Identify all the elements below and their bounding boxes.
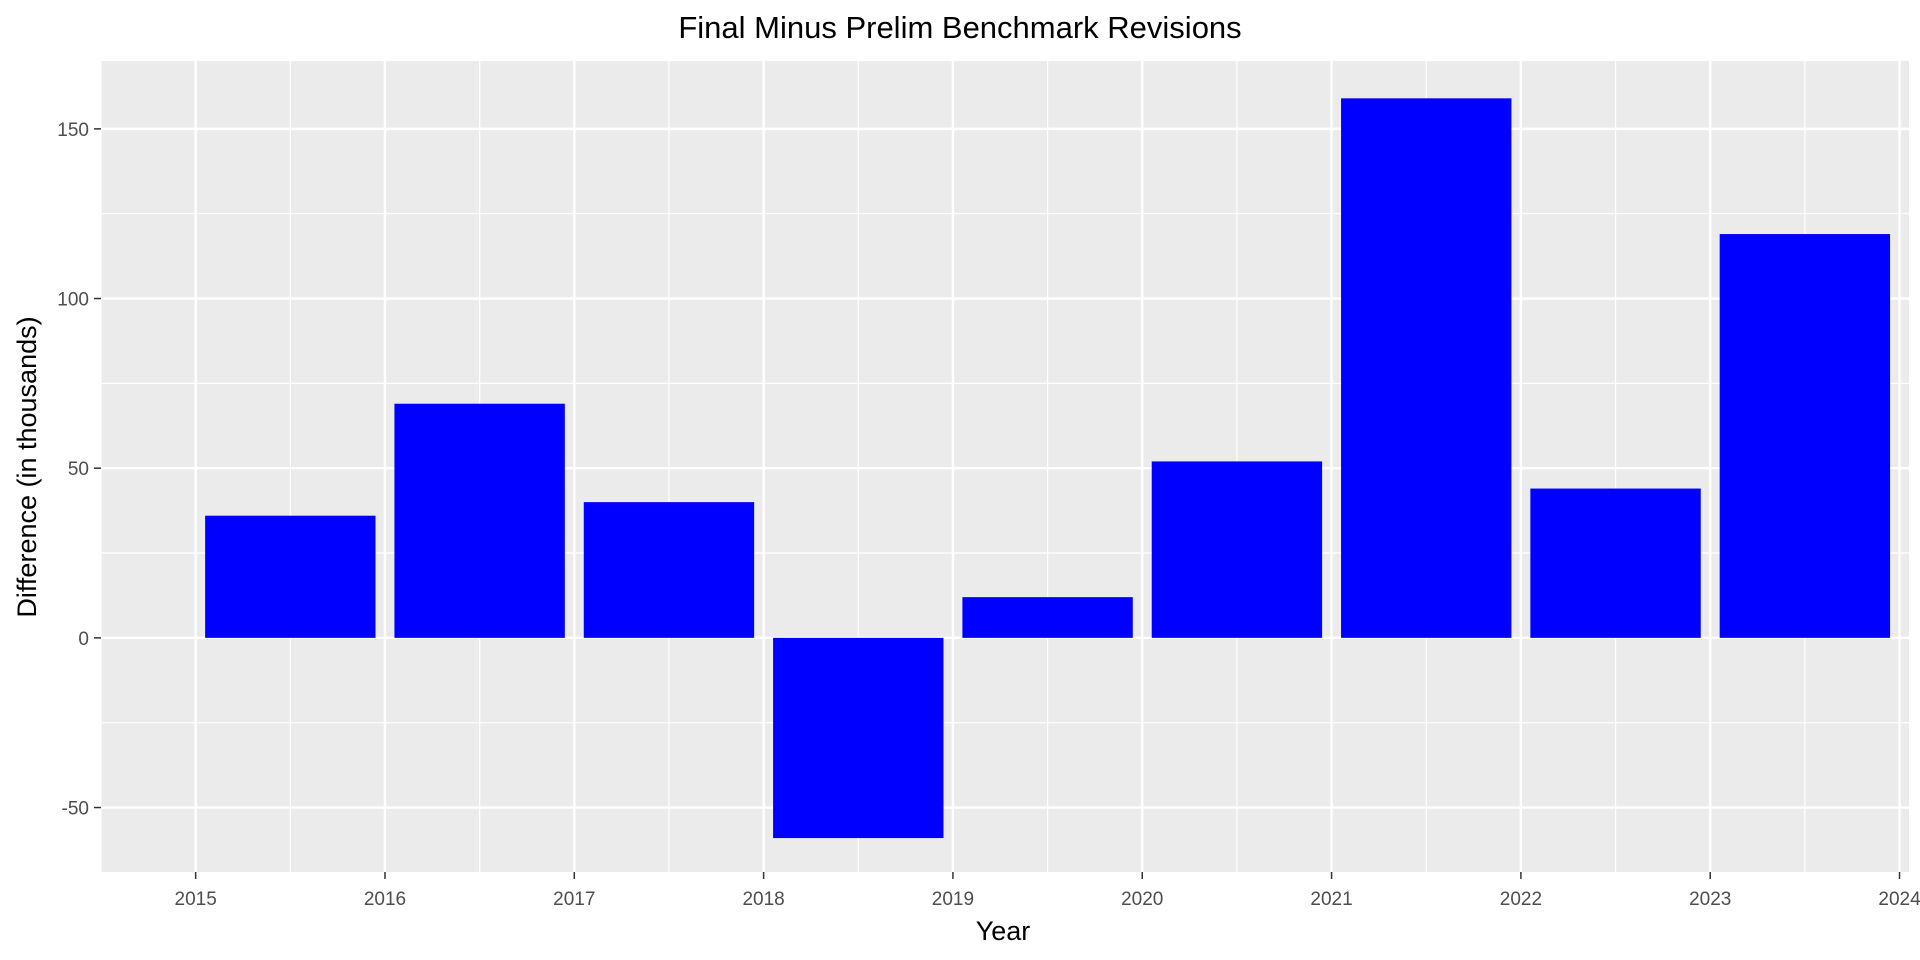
- x-tick-label: 2018: [742, 889, 784, 910]
- bar-2019: [962, 597, 1133, 638]
- y-tick-label: 0: [78, 629, 89, 650]
- x-tick-label: 2017: [553, 889, 595, 910]
- y-axis: -50 0 50 100 150: [57, 120, 101, 820]
- bar-series: [205, 98, 1891, 839]
- x-tick-label: 2019: [932, 889, 974, 910]
- bar-2021: [1341, 98, 1512, 638]
- x-tick-label: 2016: [364, 889, 406, 910]
- plot-panel: [101, 61, 1909, 872]
- chart-title: Final Minus Prelim Benchmark Revisions: [678, 10, 1241, 45]
- bar-2017: [583, 502, 755, 638]
- y-tick-label: 50: [68, 459, 89, 480]
- y-tick-label: 100: [57, 290, 89, 311]
- major-gridlines-x: [194, 61, 1901, 872]
- x-tick-label: 2020: [1121, 889, 1163, 910]
- bar-2020: [1151, 461, 1323, 638]
- y-axis-title: Difference (in thousands): [12, 316, 42, 617]
- y-tick-label: 150: [57, 120, 89, 141]
- x-tick-label: 2022: [1500, 889, 1542, 910]
- x-tick-label: 2024: [1878, 889, 1920, 910]
- x-axis-title: Year: [976, 916, 1031, 946]
- bar-2022: [1530, 488, 1701, 638]
- bar-2018: [773, 637, 944, 839]
- bar-2015: [205, 515, 376, 638]
- x-tick-label: 2021: [1310, 889, 1352, 910]
- bar-2023: [1719, 234, 1891, 638]
- bar-2016: [394, 403, 565, 638]
- y-tick-label: -50: [62, 799, 89, 820]
- x-axis: 2015 2016 2017 2018 2019 2020 2021 2022 2023 2024: [175, 872, 1920, 910]
- x-tick-label: 2023: [1689, 889, 1731, 910]
- x-tick-label: 2015: [175, 889, 217, 910]
